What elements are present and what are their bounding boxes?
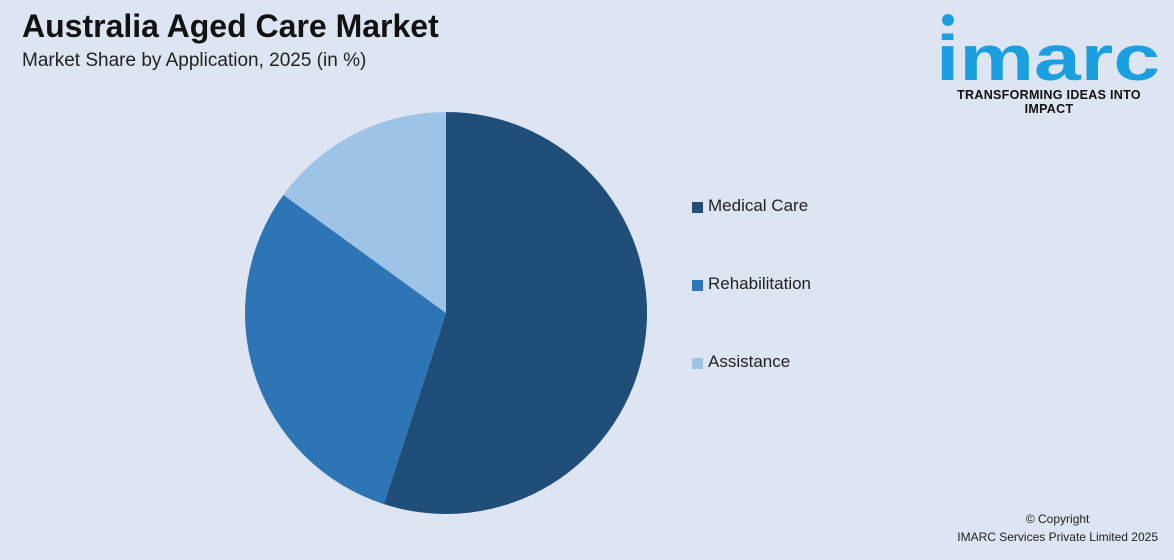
imarc-wordmark: imarc: [936, 14, 1160, 90]
imarc-logo: imarc TRANSFORMING IDEAS INTO IMPACT: [936, 6, 1162, 116]
legend-swatch: [692, 358, 703, 369]
pie-slice-assistance: [283, 112, 446, 313]
logo-dot: [942, 14, 954, 26]
legend-label: Rehabilitation: [708, 274, 812, 293]
chart-title: Australia Aged Care Market: [22, 8, 439, 44]
pie-slice-rehabilitation: [245, 194, 446, 505]
pie-slice-medical-care: [383, 112, 648, 514]
copyright-text: © Copyright: [1025, 512, 1090, 526]
logo-tagline: TRANSFORMING IDEAS INTO IMPACT: [957, 88, 1141, 116]
chart-subtitle: Market Share by Application, 2025 (in %): [22, 50, 367, 71]
company-text: IMARC Services Private Limited 2025: [957, 530, 1158, 544]
legend-label: Medical Care: [708, 196, 809, 215]
legend-swatch: [692, 280, 703, 291]
legend-label: Assistance: [708, 352, 791, 371]
logo-wordmark-text: imarc: [936, 22, 1160, 90]
legend-swatch: [692, 202, 703, 213]
footer: © Copyright IMARC Services Private Limit…: [957, 510, 1158, 546]
